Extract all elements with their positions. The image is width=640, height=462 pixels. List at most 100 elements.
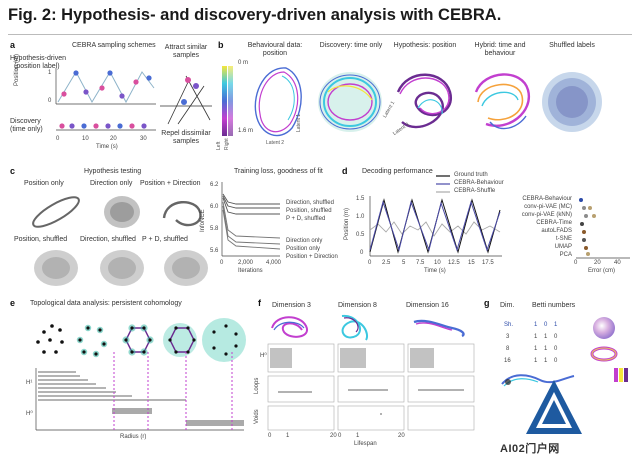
panel-e-h0-label: H⁰	[26, 411, 33, 417]
panel-g-dim: 8	[506, 346, 510, 352]
figure-title: Fig. 2: Hypothesis- and discovery-driven…	[8, 6, 502, 24]
error-dot	[582, 238, 586, 242]
panel-c-xtick: 4,000	[266, 260, 282, 266]
panel-g-dim-header: Dim.	[500, 302, 515, 309]
panel-b-colorbar-top: 0 m	[238, 60, 249, 66]
panel-c-xtick: 0	[220, 260, 224, 266]
panel-c-curve-label: P + D, shuffled	[286, 216, 326, 222]
panel-a-ytick-1: 1	[48, 70, 52, 76]
sample-dot	[99, 85, 105, 91]
panel-d-method: conv-pi-VAE (MC)	[524, 204, 572, 210]
panel-g-embedding-strip	[501, 374, 575, 387]
panel-d-method: CEBRA-Behaviour	[522, 196, 572, 202]
panel-g-betti-header: Betti numbers	[532, 302, 576, 309]
panel-d-err-xtick: 40	[614, 260, 621, 266]
panel-f-title-dim3: Dimension 3	[272, 302, 311, 309]
panel-c-ylabel: InfoNCE	[200, 209, 206, 232]
sample-dot	[61, 91, 67, 97]
panel-c-row1-0: Position only	[24, 180, 64, 187]
panel-c-row1-1: Direction only	[90, 180, 133, 187]
panel-c-loss-plot	[221, 182, 281, 257]
error-dot	[584, 214, 588, 218]
panel-a-position-trace	[55, 68, 156, 105]
panel-g-betti: 1	[534, 358, 538, 364]
panel-c-curve-label: Direction only	[286, 238, 323, 244]
panel-a-label: a	[10, 40, 16, 50]
panel-b-title-behaviour: Behavioural data: position	[247, 42, 303, 57]
panel-d-label: d	[342, 166, 348, 176]
sample-dot	[93, 123, 99, 129]
panel-g-betti: 0	[554, 334, 558, 340]
panel-g-betti: 1	[554, 322, 558, 328]
panel-e-title: Topological data analysis: persistent co…	[30, 300, 182, 307]
panel-d-xtick: 0	[368, 260, 372, 266]
sample-dot	[105, 123, 111, 129]
panel-d-xtick: 17.5	[482, 260, 494, 266]
panel-g-betti: 1	[544, 346, 548, 352]
panel-g-dim: 16	[504, 358, 511, 364]
panel-d-ytick: 1.0	[356, 214, 365, 220]
panel-a-ylabel: Position (m)	[14, 53, 20, 86]
sample-dot	[117, 123, 123, 129]
panel-f-embeddings	[271, 314, 465, 341]
sample-dot	[107, 70, 113, 76]
panel-a-contrastive-diagram	[160, 75, 212, 125]
panel-d-title: Decoding performance	[362, 168, 433, 175]
panel-g-betti: 1	[544, 334, 548, 340]
panel-c-row2-0: Position, shuffled	[14, 236, 68, 243]
panel-a-ytick-0: 0	[48, 98, 52, 104]
error-dot	[579, 198, 583, 202]
sample-dot	[73, 70, 79, 76]
panel-a-time-samples	[56, 123, 156, 131]
panel-d-xtick: 15	[468, 260, 475, 266]
sample-dot	[59, 123, 65, 129]
panel-d-method: UMAP	[554, 244, 572, 250]
panel-b-colorbar-bottom: 1.6 m	[238, 128, 254, 134]
error-dot	[582, 206, 586, 210]
panel-g-dim: 3	[506, 334, 510, 340]
sample-dot	[146, 75, 152, 81]
panel-a-xlabel: Time (s)	[96, 144, 118, 150]
point-cloud-4	[163, 323, 197, 357]
panel-a-xtick: 0	[56, 136, 60, 142]
panel-c-ytick: 6.2	[210, 182, 219, 188]
panel-c-xtick: 2,000	[238, 260, 254, 266]
panel-d-ytick: 1.5	[356, 196, 365, 202]
panel-c-ytick: 6.0	[210, 204, 219, 210]
panel-c-embeddings-row2	[34, 250, 208, 286]
panel-c-row2-1: Direction, shuffled	[80, 236, 136, 243]
watermark-text: AI02门户网	[500, 443, 560, 455]
panel-d-legend-behaviour: CEBRA-Behaviour	[454, 180, 504, 186]
panel-e-label: e	[10, 298, 16, 308]
panel-a-attract-label: Attract similar samples	[164, 44, 208, 59]
panel-b-title-discovery: Discovery: time only	[319, 42, 383, 49]
panel-f-title-dim16: Dimension 16	[406, 302, 449, 309]
panel-b-title-shuffled: Shuffled labels	[549, 42, 595, 49]
panel-c-label: c	[10, 166, 16, 176]
error-dot	[586, 252, 590, 256]
panel-d-method: t-SNE	[555, 236, 572, 242]
sample-dot	[81, 123, 87, 129]
panel-f-title-dim8: Dimension 8	[338, 302, 377, 309]
error-dot	[584, 246, 588, 250]
sample-dot	[141, 123, 147, 129]
panel-g-betti: 1	[534, 322, 538, 328]
panel-d-xtick: 2.5	[382, 260, 391, 266]
panel-b-title-hypothesis: Hypothesis: position	[393, 42, 457, 49]
panel-a-xtick: 30	[140, 136, 147, 142]
error-dot	[588, 206, 592, 210]
panel-b-hybrid-embedding	[474, 73, 531, 130]
panel-e-xlabel: Radius (r)	[120, 434, 147, 440]
panel-d-xlabel: Time (s)	[424, 268, 446, 274]
panel-d-xtick: 7.5	[416, 260, 425, 266]
panel-c-curve-label: Position, shuffled	[286, 208, 332, 214]
panel-f-xtick: 1	[286, 433, 290, 439]
anchor-dot	[185, 77, 191, 83]
panel-d-err-xtick: 20	[594, 260, 601, 266]
panel-d-xtick: 10	[434, 260, 441, 266]
panel-d-xtick: 12.5	[448, 260, 460, 266]
panel-f-label: f	[258, 298, 261, 308]
panel-b-latent2: Latent 2	[266, 140, 285, 146]
panel-a-title: CEBRA sampling schemes	[72, 42, 156, 49]
point-cloud-5	[202, 318, 246, 362]
